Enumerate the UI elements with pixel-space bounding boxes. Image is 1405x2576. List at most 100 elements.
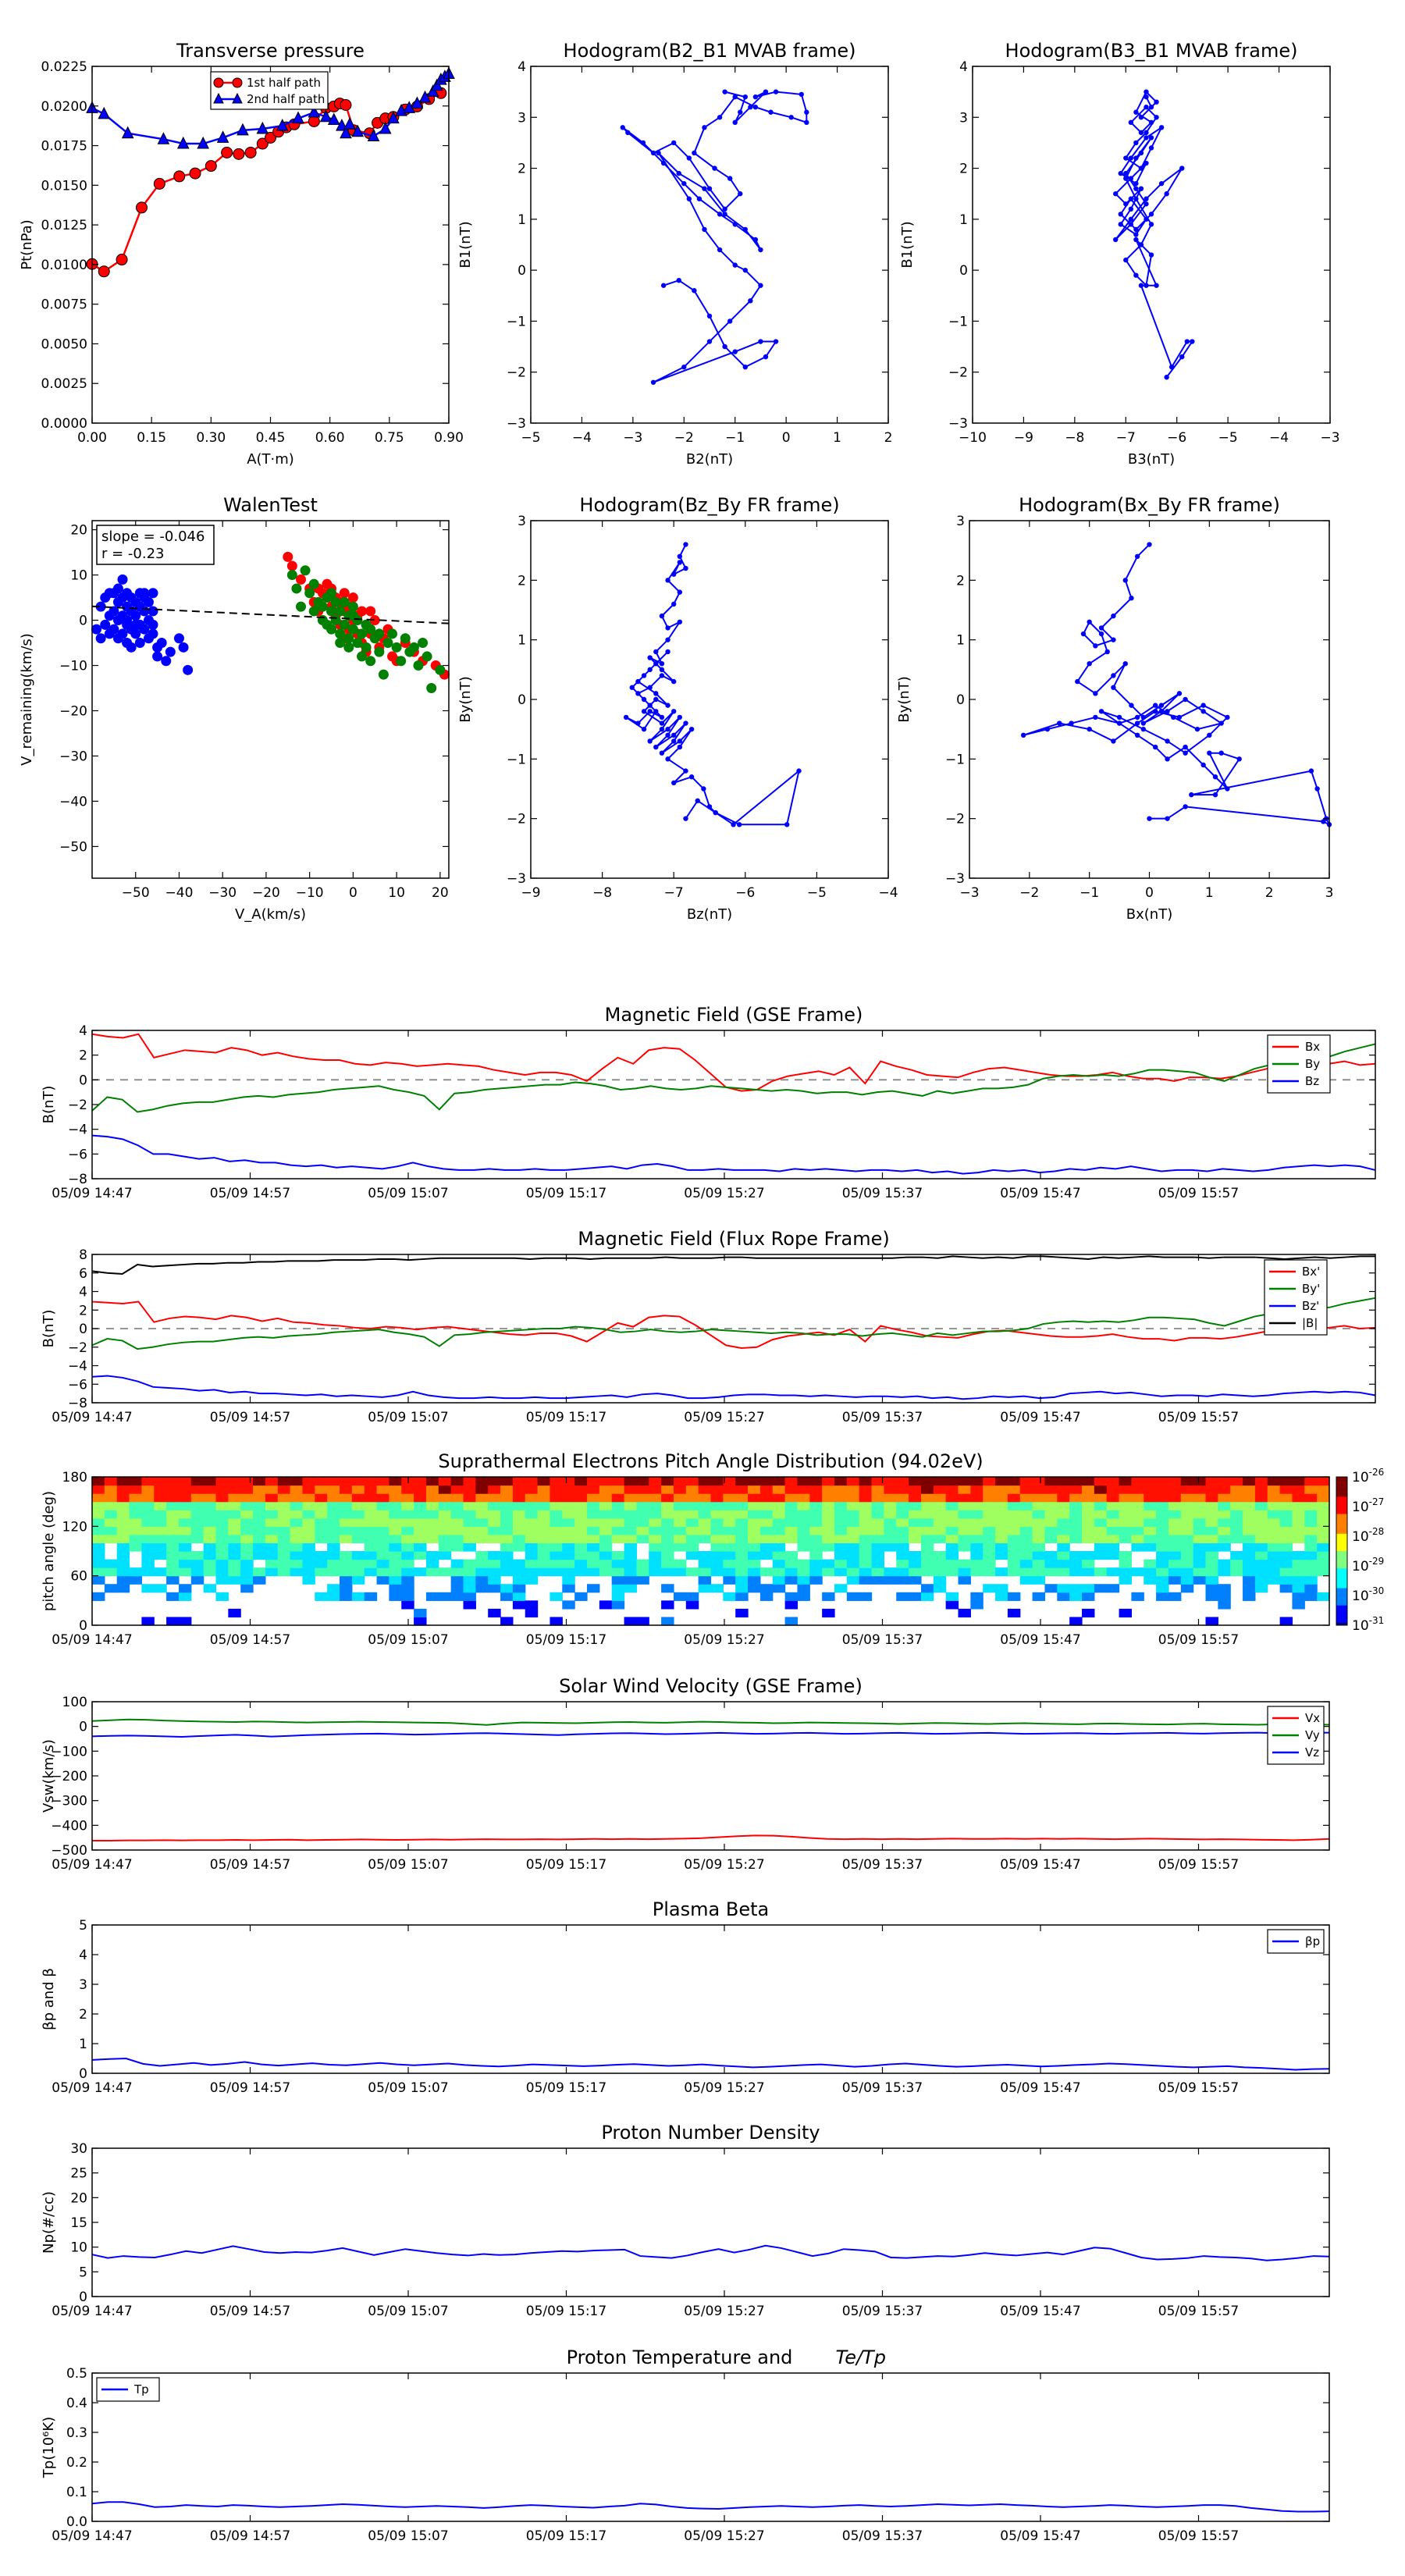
heatmap-cell [624,1584,637,1593]
heatmap-cell [376,1526,389,1535]
heatmap-cell [611,1559,625,1568]
heatmap-cell [784,1551,799,1560]
heatmap-cell [846,1559,860,1568]
heatmap-cell [376,1575,389,1585]
heatmap-cell [1205,1517,1218,1527]
heatmap-cell [920,1551,934,1560]
heatmap-cell [463,1493,476,1503]
data-point [1144,201,1149,207]
heatmap-cell [562,1534,575,1544]
data-point [1176,714,1183,720]
y-tick-label: 0 [518,263,526,279]
data-point [422,651,432,662]
heatmap-cell [129,1485,142,1494]
heatmap-cell [129,1477,142,1486]
heatmap-cell [685,1485,699,1494]
heatmap-cell [376,1559,389,1568]
heatmap-cell [166,1477,180,1486]
heatmap-cell [759,1542,774,1552]
heatmap-cell [1254,1542,1268,1552]
heatmap-cell [1317,1501,1330,1510]
heatmap-cell [1156,1517,1169,1527]
heatmap-cell [327,1567,340,1577]
data-point [1152,744,1158,750]
heatmap-cell [1168,1501,1182,1510]
heatmap-cell [784,1485,799,1494]
heatmap-cell [215,1501,229,1510]
data-point [647,667,653,673]
heatmap-cell [624,1559,637,1568]
data-point [286,570,297,581]
heatmap-cell [909,1567,922,1577]
data-point [635,720,641,726]
data-point [702,125,707,130]
heatmap-cell [500,1567,514,1577]
heatmap-cell [1292,1592,1305,1601]
heatmap-cell [537,1517,551,1527]
heatmap-cell [1044,1517,1058,1527]
heatmap-cell [859,1517,873,1527]
heatmap-cell [1131,1477,1144,1486]
heatmap-cell [945,1542,959,1552]
y-tick-label: 180 [62,1470,87,1485]
heatmap-cell [228,1575,241,1585]
colorbar-cell [1336,1521,1347,1525]
heatmap-cell [784,1617,799,1626]
heatmap-cell [141,1617,155,1626]
colorbar-exponent: -27 [1369,1496,1385,1507]
heatmap-cell [970,1567,984,1577]
heatmap-cell [970,1592,984,1601]
heatmap-cell [710,1542,724,1552]
data-point [788,115,794,120]
heatmap-cell [587,1584,600,1593]
heatmap-cell [302,1493,315,1503]
heatmap-cell [1007,1485,1021,1494]
data-point [1165,816,1170,821]
heatmap-cell [661,1534,674,1544]
heatmap-cell [661,1526,674,1535]
heatmap-cell [599,1551,613,1560]
heatmap-cell [203,1526,217,1535]
y-tick-label: 100 [62,1695,87,1710]
heatmap-cell [661,1542,674,1552]
heatmap-cell [525,1526,539,1535]
heatmap-cell [302,1510,315,1519]
heatmap-cell [290,1526,304,1535]
heatmap-cell [1044,1477,1058,1486]
heatmap-cell [909,1517,922,1527]
heatmap-cell [450,1493,464,1503]
data-point [647,685,653,690]
heatmap-cell [1069,1617,1083,1626]
data-point [688,774,695,780]
y-tick-label: 0.0000 [41,416,87,432]
heatmap-cell [1218,1517,1231,1527]
heatmap-cell [129,1567,142,1577]
x-tick-label: 05/09 15:17 [526,2304,606,2319]
data-point [1118,212,1123,217]
heatmap-cell [1218,1592,1231,1601]
heatmap-cell [500,1526,514,1535]
x-tick-label: −30 [208,885,237,901]
heatmap-cell [1243,1501,1256,1510]
colorbar-cell [1336,1484,1347,1488]
heatmap-cell [995,1551,1008,1560]
heatmap-cell [920,1584,934,1593]
heatmap-cell [351,1592,365,1601]
heatmap-cell [797,1584,810,1593]
data-point [1087,661,1092,667]
data-point [1128,222,1134,227]
heatmap-cell [1304,1510,1318,1519]
colorbar-cell [1336,1581,1347,1584]
annotation-text: r = -0.23 [101,546,165,562]
x-tick-label: 20 [432,885,449,901]
x-tick-label: 05/09 15:47 [1000,1186,1080,1201]
heatmap-cell [450,1517,464,1527]
heatmap-cell [290,1559,304,1568]
heatmap-cell [1243,1584,1256,1593]
data-point [1122,578,1128,583]
chart-title: Transverse pressure [176,40,365,62]
y-tick-label: 5 [79,2265,87,2280]
heatmap-cell [141,1510,155,1519]
heatmap-cell [1032,1477,1046,1486]
